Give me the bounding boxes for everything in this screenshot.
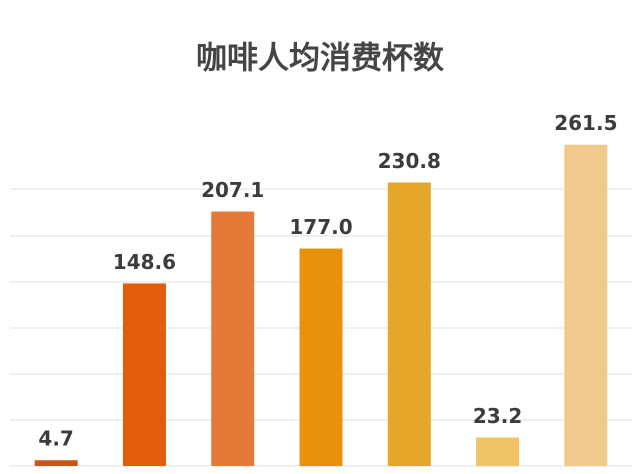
bar [564,144,608,466]
value-label: 230.8 [378,149,441,173]
value-label: 4.7 [38,427,73,451]
chart-title: 咖啡人均消费杯数 [196,41,444,77]
bar [299,248,343,466]
value-label: 148.6 [113,250,176,274]
bar [122,283,166,466]
value-label: 207.1 [201,178,264,202]
value-label: 261.5 [554,111,617,135]
value-label: 177.0 [289,215,352,239]
bar [387,182,431,466]
bar [34,460,78,466]
bar [476,437,520,466]
value-label: 23.2 [473,404,522,428]
bar [211,211,255,466]
